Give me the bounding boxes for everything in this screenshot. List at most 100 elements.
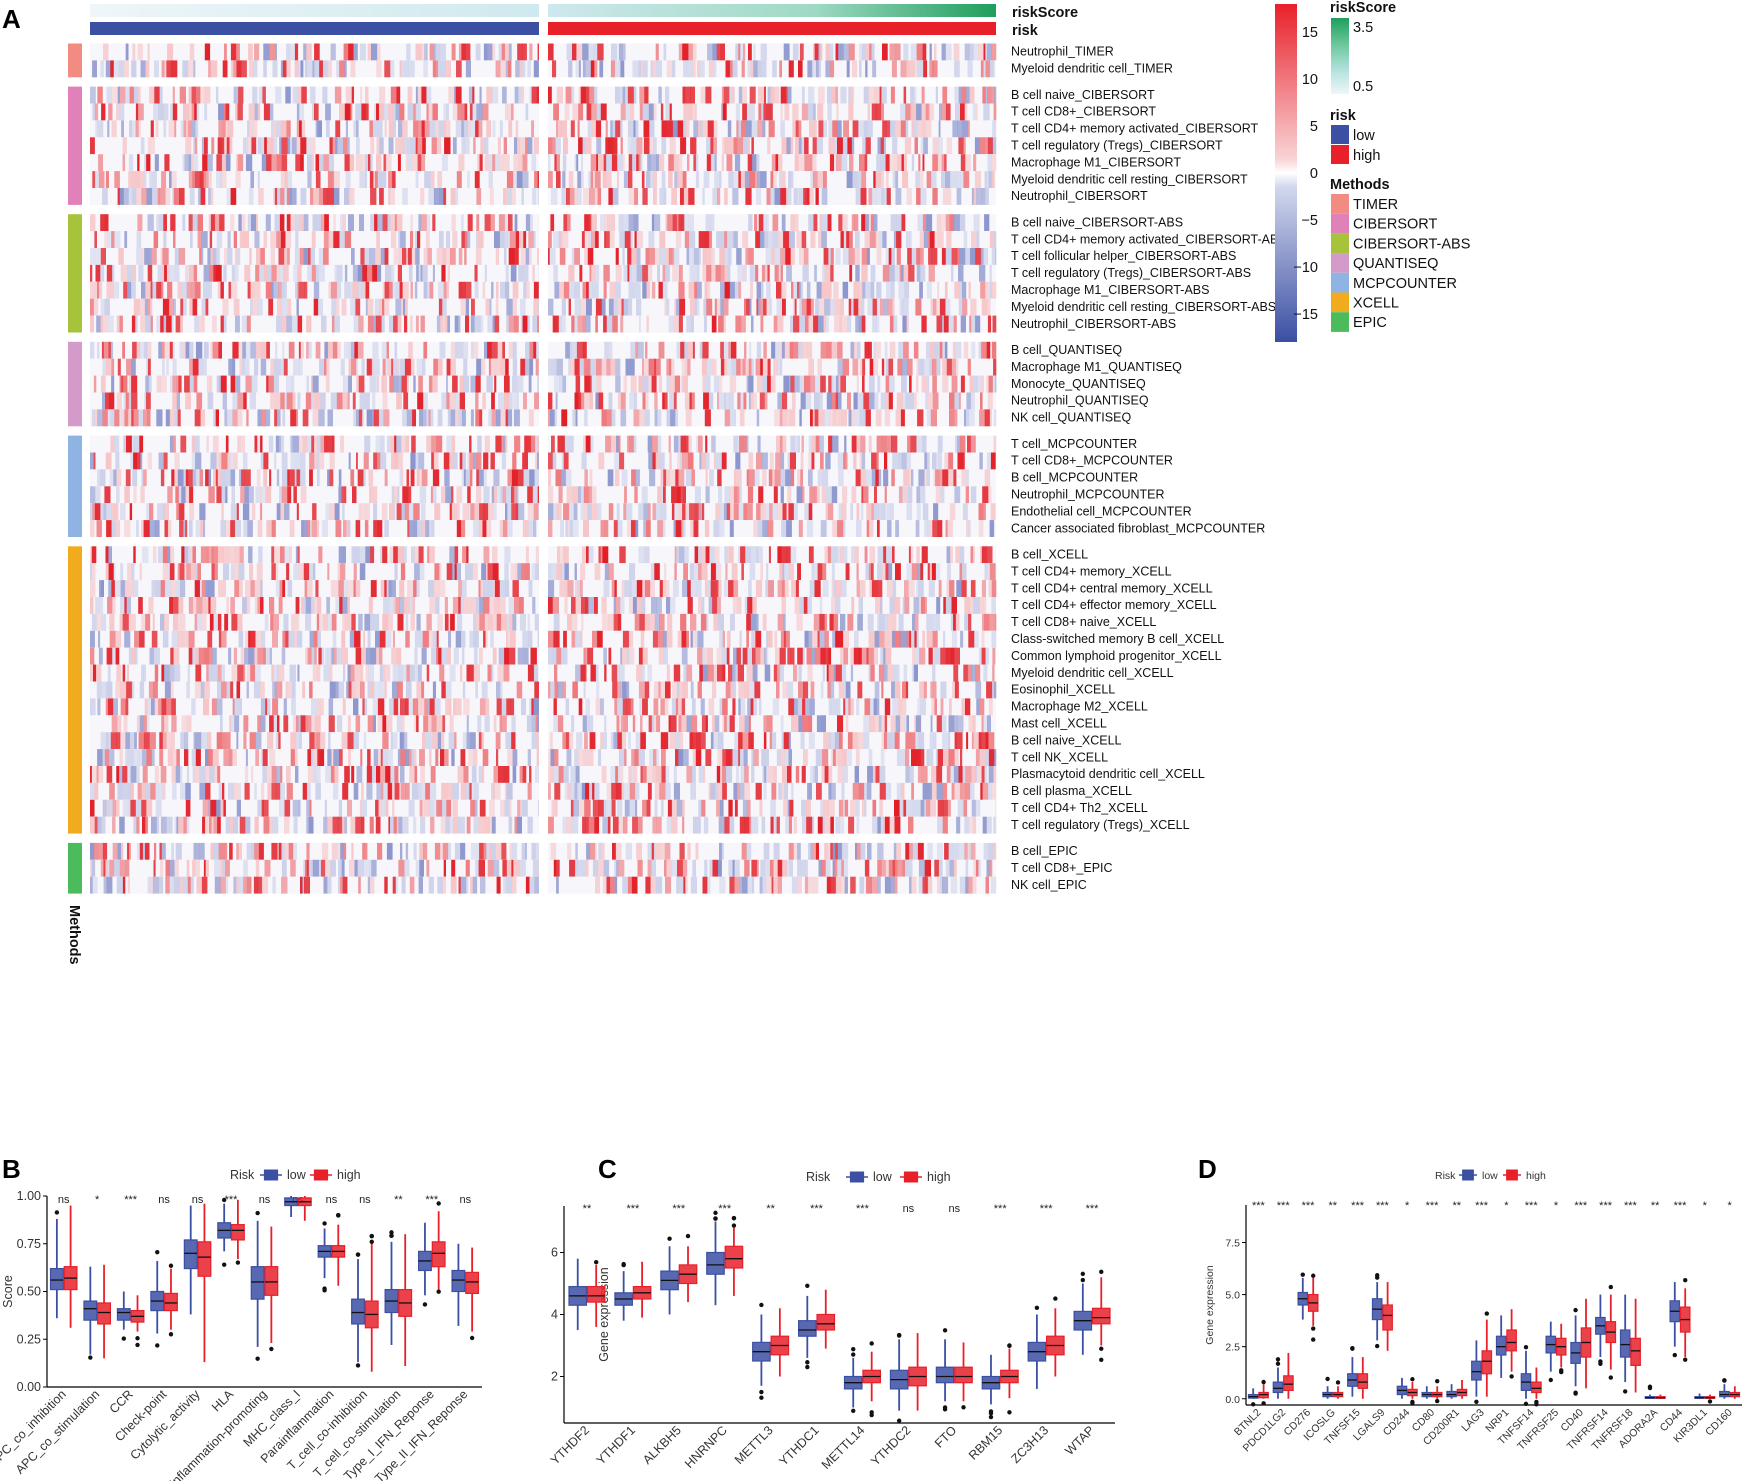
outlier-point	[851, 1346, 856, 1352]
significance-label: *	[1554, 1200, 1559, 1212]
outlier-point	[1325, 1376, 1330, 1382]
heatmap-row-label: B cell naive_XCELL	[1011, 733, 1122, 747]
box-low	[1027, 1305, 1047, 1389]
outlier-point	[1683, 1278, 1688, 1283]
box-high	[97, 1264, 112, 1359]
heatmap-row: Macrophage M2_XCELL	[90, 698, 1148, 716]
box-low	[1421, 1386, 1433, 1399]
outlier-point	[54, 1210, 60, 1215]
heatmap: riskScore risk Neutrophil_TIMER Myeloid den…	[66, 4, 1287, 965]
box-low	[1570, 1307, 1581, 1396]
colorbar-tick-label: −15	[1293, 307, 1318, 323]
y-tick-label: 4	[551, 1308, 558, 1322]
y-tick-label: 0.50	[17, 1285, 41, 1299]
significance-label: ***	[1624, 1200, 1638, 1212]
outlier-point	[759, 1395, 764, 1400]
legend-method-label: CIBERSORT	[1353, 217, 1437, 233]
legend-label-high: high	[927, 1170, 951, 1184]
legend-methods-title: Methods	[1330, 177, 1390, 193]
outlier-point	[1548, 1377, 1553, 1383]
box-low	[451, 1243, 466, 1326]
method-bar-xcell	[68, 546, 82, 834]
outlier-point	[1099, 1357, 1104, 1363]
heatmap-row-label: NK cell_QUANTISEQ	[1011, 411, 1131, 425]
outlier-point	[235, 1260, 241, 1265]
y-tick-label: 2.5	[1225, 1342, 1240, 1354]
heatmap-row-label: T cell CD4+ memory_XCELL	[1011, 564, 1172, 578]
outlier-point	[369, 1233, 374, 1239]
significance-label: *	[95, 1194, 100, 1206]
significance-label: ***	[225, 1194, 239, 1206]
outlier-point	[713, 1210, 718, 1216]
significance-label: ***	[1252, 1200, 1266, 1212]
outlier-point	[1608, 1284, 1614, 1290]
outlier-point	[896, 1418, 902, 1423]
heatmap-row: Common lymphoid progenitor_XCELL	[90, 647, 1222, 666]
outlier-point	[1034, 1305, 1040, 1311]
x-tick-label: ZC3H13	[1008, 1423, 1051, 1466]
box-low	[1719, 1378, 1730, 1399]
box-low	[1347, 1345, 1358, 1397]
significance-label: ***	[1277, 1200, 1291, 1212]
box-low	[1495, 1315, 1507, 1378]
box-high	[1679, 1278, 1691, 1362]
heatmap-row: T cell CD8+_EPIC	[90, 859, 1113, 878]
y-tick-label: 0.00	[17, 1380, 41, 1394]
heatmap-row-label: Monocyte_QUANTISEQ	[1011, 377, 1146, 391]
heatmap-row-label: B cell plasma_XCELL	[1011, 784, 1132, 798]
outlier-point	[88, 1355, 93, 1360]
significance-label: ***	[810, 1203, 824, 1215]
box-high	[724, 1215, 744, 1296]
method-bar-cibersort	[68, 86, 82, 205]
box-high	[632, 1261, 652, 1318]
heatmap-row: Myeloid dendritic cell_TIMER	[90, 60, 1173, 78]
box-low	[660, 1236, 679, 1315]
outlier-point	[1007, 1410, 1012, 1415]
box-high	[1307, 1273, 1319, 1342]
box-low	[1297, 1272, 1309, 1320]
heatmap-row-label: T cell CD4+ central memory_XCELL	[1011, 581, 1213, 595]
heatmap-group-xcell: B cell_XCELL T cell CD4+ memory_XCELL T ce…	[90, 546, 1224, 835]
outlier-point	[1573, 1391, 1578, 1396]
heatmap-row-label: Neutrophil_CIBERSORT-ABS	[1011, 317, 1176, 331]
significance-label: ns	[192, 1194, 204, 1206]
outlier-point	[1647, 1385, 1653, 1391]
heatmap-row-label: T cell CD4+ memory activated_CIBERSORT-A…	[1011, 232, 1287, 246]
x-tick-label: CD244	[1381, 1407, 1413, 1439]
heatmap-row: T cell regulatory (Tregs)_CIBERSORT	[90, 137, 1223, 155]
outlier-point	[731, 1223, 737, 1228]
outlier-point	[961, 1405, 966, 1410]
heatmap-group-quantiseq: B cell_QUANTISEQ Macrophage M1_QUANTISEQ M…	[90, 341, 1182, 427]
outlier-point	[1622, 1389, 1628, 1394]
x-tick-label: CCR	[107, 1387, 136, 1416]
heatmap-row: T cell regulatory (Tregs)_CIBERSORT-ABS	[90, 264, 1251, 283]
heatmap-row-label: Myeloid dendritic cell resting_CIBERSORT…	[1011, 300, 1276, 314]
outlier-point	[621, 1262, 626, 1268]
outlier-point	[1410, 1399, 1415, 1405]
significance-label: ***	[1426, 1200, 1440, 1212]
heatmap-row-label: T cell CD8+_CIBERSORT	[1011, 105, 1156, 119]
heatmap-row-label: Endothelial cell_MCPCOUNTER	[1011, 504, 1192, 518]
colorbar-tick-label: 15	[1302, 25, 1318, 41]
box-high	[1506, 1309, 1517, 1379]
outlier-point	[896, 1332, 902, 1338]
box-low	[317, 1221, 332, 1293]
legend-method-label: QUANTISEQ	[1353, 256, 1438, 272]
legend-label-low: low	[1482, 1170, 1498, 1182]
method-bar-timer	[68, 43, 82, 78]
outlier-point	[1099, 1346, 1104, 1351]
x-tick-label: RBM15	[966, 1423, 1005, 1462]
heatmap-row-label: Common lymphoid progenitor_XCELL	[1011, 649, 1222, 663]
heatmap-row: Macrophage M1_CIBERSORT-ABS	[90, 281, 1209, 300]
heatmap-row-label: T cell regulatory (Tregs)_CIBERSORT	[1011, 138, 1223, 152]
x-tick-label: LAG3	[1459, 1407, 1487, 1435]
outlier-point	[1080, 1277, 1086, 1283]
box-low	[797, 1283, 817, 1370]
heatmap-row: Mast cell_XCELL	[90, 715, 1107, 733]
legend-label-low: low	[873, 1170, 893, 1184]
outlier-point	[1722, 1378, 1727, 1383]
box-high	[63, 1205, 78, 1328]
box-low	[183, 1205, 198, 1315]
legend-swatch-low	[1462, 1169, 1474, 1181]
